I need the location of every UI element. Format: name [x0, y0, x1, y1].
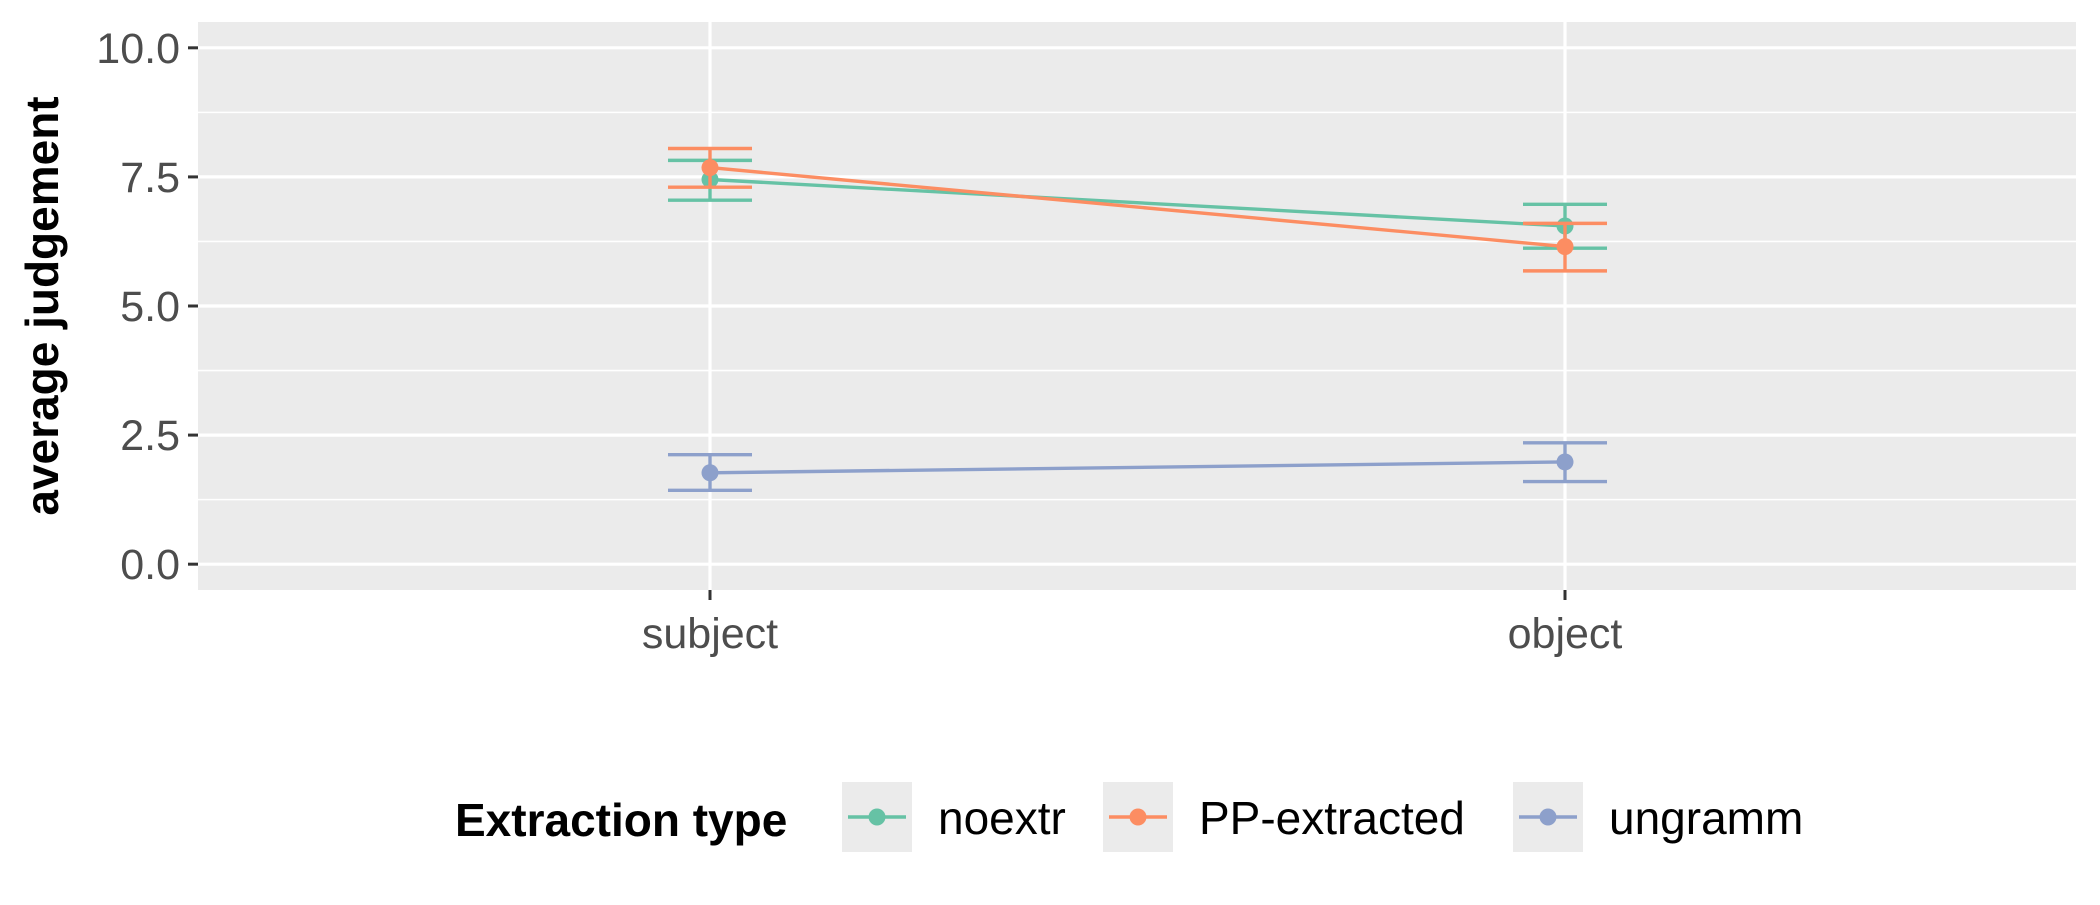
legend: Extraction type noextr PP-extracted ungram… — [455, 782, 1803, 852]
x-axis: subject object — [642, 590, 1623, 658]
data-point — [701, 159, 719, 177]
legend-item-noextr: noextr — [842, 782, 1066, 852]
legend-item-PP-extracted: PP-extracted — [1103, 782, 1465, 852]
legend-key-point — [868, 808, 886, 826]
grid-major — [198, 22, 2076, 590]
series-PP-extracted — [668, 146, 1607, 273]
y-axis: 0.0 2.5 5.0 7.5 10.0 — [96, 25, 198, 589]
y-tick-label: 5.0 — [120, 283, 180, 331]
data-point — [701, 464, 719, 482]
series-layer — [668, 146, 1607, 493]
y-tick-label: 7.5 — [120, 154, 180, 202]
x-tick-label: object — [1508, 610, 1623, 658]
legend-label: ungramm — [1609, 792, 1803, 844]
y-tick-label: 10.0 — [96, 25, 180, 73]
data-point — [1556, 453, 1574, 471]
series-ungramm — [668, 441, 1607, 493]
data-point — [1556, 238, 1574, 256]
y-tick-label: 2.5 — [120, 412, 180, 460]
legend-label: noextr — [938, 792, 1066, 844]
y-tick-label: 0.0 — [120, 541, 180, 589]
legend-item-ungramm: ungramm — [1513, 782, 1803, 852]
y-axis-title: average judgement — [16, 96, 68, 515]
legend-label: PP-extracted — [1199, 792, 1465, 844]
series-line — [709, 460, 1566, 475]
legend-key-point — [1539, 808, 1557, 826]
x-tick-label: subject — [642, 610, 778, 658]
legend-title: Extraction type — [455, 794, 787, 846]
grid-minor — [198, 111, 2076, 501]
legend-key-point — [1129, 808, 1147, 826]
series-line — [709, 177, 1566, 228]
series-line — [709, 165, 1566, 249]
